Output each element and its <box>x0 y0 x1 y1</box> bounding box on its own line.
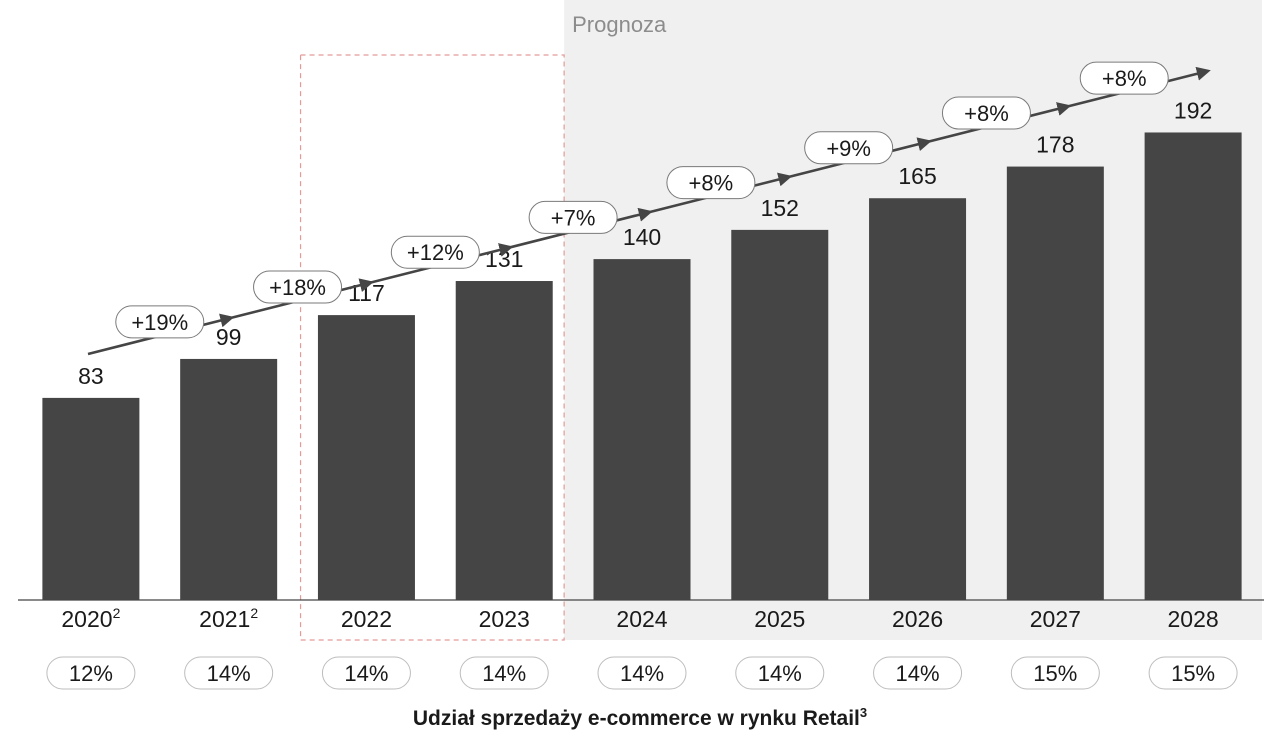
share-pill-2021 <box>184 656 274 690</box>
growth-pill <box>253 270 343 304</box>
growth-label: +9% <box>826 136 871 161</box>
growth-label: +8% <box>689 171 734 196</box>
x-tick-year: 2023 <box>479 606 530 632</box>
share-label-2020: 12% <box>69 661 113 686</box>
growth-pill <box>1079 61 1169 95</box>
forecast-label: Prognoza <box>572 12 667 37</box>
value-label-2021: 99 <box>216 324 242 350</box>
growth-pill <box>804 131 894 165</box>
growth-label: +18% <box>269 275 326 300</box>
share-label-2028: 15% <box>1171 661 1215 686</box>
growth-pill <box>115 305 205 339</box>
value-label-2027: 178 <box>1036 132 1074 158</box>
share-pill-2023 <box>459 656 549 690</box>
x-tick-year: 2025 <box>754 606 805 632</box>
growth-pill <box>666 166 756 200</box>
x-tick-label-2024: 2024 <box>616 606 667 632</box>
x-tick-label-2028: 2028 <box>1168 606 1219 632</box>
share-label-2025: 14% <box>758 661 802 686</box>
x-tick-year: 2021 <box>199 606 250 632</box>
x-tick-label-2027: 2027 <box>1030 606 1081 632</box>
share-label-2022: 14% <box>344 661 388 686</box>
bar-2026 <box>869 198 967 600</box>
share-pill-2026 <box>873 656 963 690</box>
value-label-2025: 152 <box>761 195 799 221</box>
x-tick-superscript: 2 <box>113 605 121 621</box>
growth-label: +8% <box>964 101 1009 126</box>
share-pill-2022 <box>321 656 411 690</box>
bar-2023 <box>455 281 553 600</box>
growth-label: +7% <box>551 205 596 230</box>
share-label-2026: 14% <box>896 661 940 686</box>
value-label-2024: 140 <box>623 224 661 250</box>
x-tick-year: 2022 <box>341 606 392 632</box>
x-tick-label-2022: 2022 <box>341 606 392 632</box>
bar-2025 <box>731 229 829 600</box>
value-label-2020: 83 <box>78 363 104 389</box>
x-tick-superscript: 2 <box>250 605 258 621</box>
share-pill-2028 <box>1148 656 1238 690</box>
x-tick-label-2026: 2026 <box>892 606 943 632</box>
x-tick-year: 2026 <box>892 606 943 632</box>
growth-pill <box>390 235 480 269</box>
growth-label: +8% <box>1102 66 1147 91</box>
x-tick-year: 2024 <box>616 606 667 632</box>
x-tick-label-2020: 20202 <box>61 605 120 632</box>
bar-2028 <box>1144 132 1242 601</box>
footer-title-text: Udział sprzedaży e-commerce w rynku Reta… <box>412 707 860 730</box>
share-label-2023: 14% <box>482 661 526 686</box>
bar-2022 <box>317 315 415 600</box>
bar-2021 <box>180 358 278 600</box>
growth-pill <box>528 200 618 234</box>
share-pill-2020 <box>46 656 136 690</box>
share-label-2027: 15% <box>1033 661 1077 686</box>
bar-2024 <box>593 259 691 600</box>
footer-title-superscript: 3 <box>859 705 868 720</box>
value-label-2026: 165 <box>898 163 936 189</box>
growth-pill <box>941 96 1031 130</box>
x-tick-year: 2028 <box>1168 606 1219 632</box>
share-pill-2024 <box>597 656 687 690</box>
x-tick-year: 2027 <box>1030 606 1081 632</box>
growth-label: +12% <box>407 240 464 265</box>
bar-2027 <box>1006 166 1104 600</box>
footer-title: Udział sprzedaży e-commerce w rynku Reta… <box>0 705 1280 731</box>
x-tick-year: 2020 <box>61 606 112 632</box>
highlight-box <box>299 54 565 641</box>
share-pill-2025 <box>735 656 825 690</box>
share-label-2021: 14% <box>207 661 251 686</box>
share-label-2024: 14% <box>620 661 664 686</box>
share-pill-2027 <box>1010 656 1100 690</box>
x-tick-label-2023: 2023 <box>479 606 530 632</box>
x-tick-label-2025: 2025 <box>754 606 805 632</box>
x-tick-label-2021: 20212 <box>199 605 258 632</box>
value-label-2028: 192 <box>1174 97 1212 123</box>
growth-label: +19% <box>131 310 188 335</box>
bar-2020 <box>42 397 140 600</box>
